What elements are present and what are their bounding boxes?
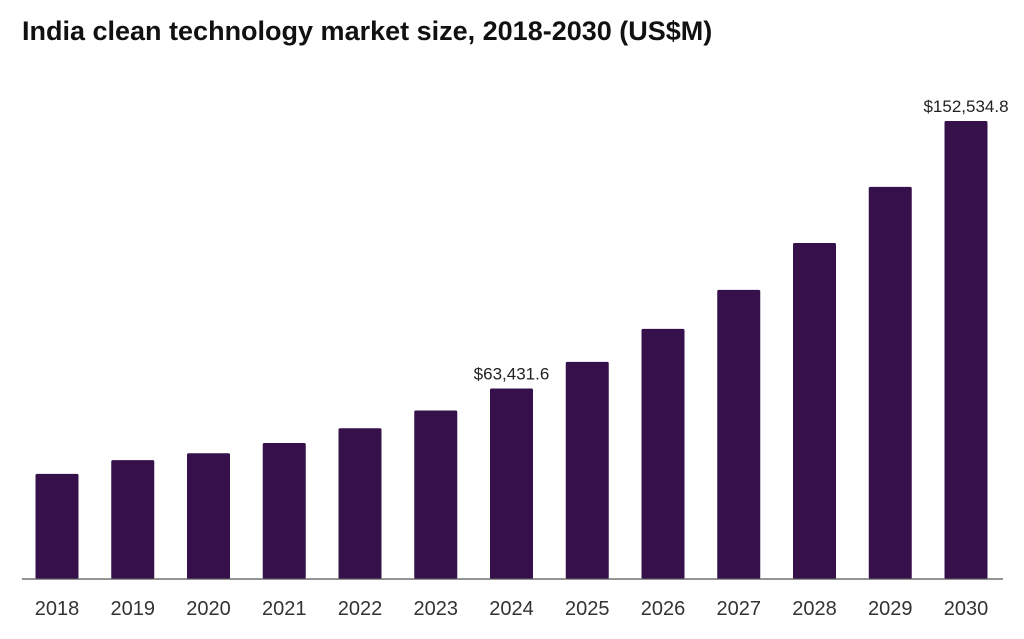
bar-2021	[262, 442, 306, 579]
x-tick-label: 2026	[641, 598, 686, 620]
x-tick-label: 2027	[717, 598, 762, 620]
x-tick-label: 2022	[338, 598, 383, 620]
x-tick-label: 2019	[111, 598, 156, 620]
bar-2025	[565, 361, 609, 579]
bar-2029	[868, 186, 912, 580]
x-tick-label: 2020	[186, 598, 231, 620]
x-tick-label: 2018	[35, 598, 80, 620]
bar-2026	[641, 328, 685, 579]
x-tick-label: 2023	[414, 598, 459, 620]
bar-2023	[414, 410, 458, 579]
x-tick-label: 2025	[565, 598, 610, 620]
chart-title: India clean technology market size, 2018…	[22, 16, 713, 46]
data-label: $63,431.6	[474, 365, 550, 384]
bar-2018	[35, 473, 79, 579]
x-tick-label: 2030	[944, 598, 989, 620]
bar-2024	[490, 388, 533, 579]
data-label: $152,534.8	[923, 97, 1008, 116]
x-tick-label: 2029	[868, 598, 913, 620]
x-tick-label: 2028	[792, 598, 837, 620]
x-tick-label: 2024	[489, 598, 534, 620]
x-tick-label: 2021	[262, 598, 307, 620]
bar-2027	[717, 289, 761, 579]
bar-2019	[111, 460, 155, 579]
bar-2030	[944, 121, 988, 579]
bar-2020	[187, 453, 230, 579]
bar-2028	[793, 243, 836, 580]
bar-2022	[338, 428, 382, 579]
